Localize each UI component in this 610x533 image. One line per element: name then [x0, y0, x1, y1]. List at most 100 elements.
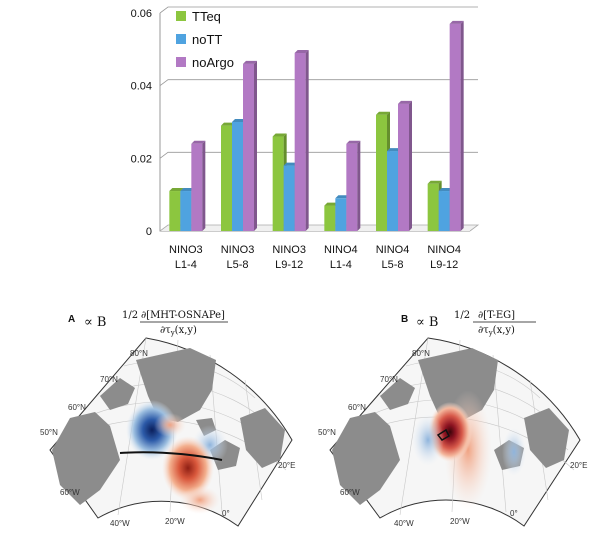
- bar-noargo: [294, 49, 309, 231]
- bar-side: [305, 49, 309, 231]
- bar-front: [438, 191, 450, 231]
- category-label-line2: L5-8: [226, 259, 248, 271]
- bar-top: [427, 180, 442, 184]
- formula-prefix: ∝ B: [84, 315, 106, 330]
- legend-swatch-nott: [176, 34, 186, 44]
- bar-front: [346, 143, 358, 231]
- land-masses: [332, 348, 569, 505]
- bar-top: [272, 133, 287, 137]
- bar-top: [232, 119, 246, 122]
- y-tick-label: 0: [146, 226, 152, 238]
- bar-front: [427, 183, 439, 231]
- formula-exponent: 1/2: [454, 310, 470, 321]
- map-panel-a: A ∝ B 1/2 ∂[MHT-OSNAPe] ∂τy(x,y) 80°N 70…: [40, 310, 295, 528]
- lat-label-70n: 70°N: [100, 375, 118, 384]
- panel-letter: A: [68, 314, 75, 325]
- bar-top: [346, 140, 361, 144]
- bar-front: [191, 143, 203, 231]
- legend: TTeq noTT noArgo: [176, 9, 234, 70]
- lat-label-80n: 80°N: [412, 349, 430, 358]
- bar-front: [324, 205, 336, 231]
- bar-noargo: [398, 100, 412, 231]
- lon-label-40w: 40°W: [110, 519, 130, 528]
- bar-front: [398, 103, 409, 231]
- lon-label-0: 0°: [510, 509, 518, 518]
- bar-front: [221, 125, 232, 231]
- bar-front: [387, 151, 398, 231]
- category-label-line2: L5-8: [381, 259, 403, 271]
- gridline: [159, 79, 478, 86]
- bar-front: [335, 198, 347, 231]
- map-panel-b: B ∝ B 1/2 ∂[T-EG] ∂τy(x,y) 80°N 70°N 60°…: [318, 310, 587, 528]
- bar-noargo: [243, 60, 257, 231]
- bar-top: [283, 162, 298, 166]
- bar-chart: 0 0.02 0.04 0.06 NINO3 L1-4 NINO3 L5-8 NINO3 L9-…: [131, 6, 480, 271]
- category-label-line1: NINO3: [272, 244, 306, 256]
- bar-top: [324, 202, 339, 206]
- bar-top: [191, 140, 206, 144]
- lat-label-50n: 50°N: [318, 428, 336, 437]
- y-tick-label: 0.06: [131, 8, 152, 20]
- bar-front: [232, 122, 243, 231]
- lon-label-0: 0°: [222, 509, 230, 518]
- gridline: [159, 6, 478, 14]
- y-tick-label: 0.02: [131, 153, 152, 165]
- y-tick-labels: 0 0.02 0.04 0.06: [131, 8, 152, 238]
- bar-top: [376, 111, 390, 115]
- category-label-line1: NINO3: [169, 244, 203, 256]
- category-label-line2: L9-12: [275, 259, 303, 271]
- bar-side: [254, 60, 257, 231]
- category-label-line2: L9-12: [430, 259, 458, 271]
- bar-marks: [169, 20, 464, 232]
- legend-swatch-noargo: [176, 57, 186, 67]
- bar-side: [357, 140, 361, 231]
- bar-front: [243, 63, 254, 231]
- formula-numerator: ∂[T-EG]: [478, 310, 515, 321]
- bar-front: [169, 191, 181, 231]
- lat-label-80n: 80°N: [130, 349, 148, 358]
- bar-noargo: [346, 140, 361, 231]
- lon-label-20e: 20°E: [570, 461, 587, 470]
- panel-letter: B: [401, 314, 408, 325]
- lon-label-40w: 40°W: [394, 519, 414, 528]
- sensitivity-red-lobe: [162, 436, 214, 500]
- bar-noargo: [449, 20, 464, 232]
- category-label-line1: NINO4: [324, 244, 358, 256]
- sensitivity-light-blue-2: [502, 428, 526, 476]
- lon-label-60w: 60°W: [60, 488, 80, 497]
- formula-prefix: ∝ B: [416, 315, 438, 330]
- sensitivity-light-blue: [412, 414, 444, 466]
- bar-front: [376, 114, 387, 231]
- bar-top: [221, 122, 235, 126]
- bar-top: [387, 148, 401, 152]
- bar-side: [202, 140, 206, 231]
- legend-swatch-tteq: [176, 11, 186, 21]
- formula-numerator: ∂[MHT-OSNAPe]: [141, 310, 225, 321]
- bar-side: [409, 100, 412, 231]
- bar-top: [243, 60, 257, 64]
- lat-label-60n: 60°N: [348, 403, 366, 412]
- legend-label-noargo: noArgo: [192, 55, 234, 70]
- category-label-line1: NINO3: [221, 244, 255, 256]
- bar-front: [283, 165, 295, 231]
- sensitivity-light-red-2: [180, 486, 220, 514]
- category-label-line1: NINO4: [427, 244, 461, 256]
- lon-label-20e: 20°E: [278, 461, 295, 470]
- category-label-line2: L1-4: [175, 259, 197, 271]
- osnap-section-line: [119, 451, 223, 461]
- category-label-line2: L1-4: [330, 259, 352, 271]
- bar-top: [169, 188, 184, 192]
- legend-label-tteq: TTeq: [192, 9, 221, 24]
- category-labels: NINO3 L1-4 NINO3 L5-8 NINO3 L9-12 NINO4 L1-4 NIN…: [169, 244, 461, 271]
- formula-exponent: 1/2: [122, 310, 138, 321]
- bar-top: [449, 20, 464, 24]
- formula-denominator: ∂τy(x,y): [160, 325, 197, 337]
- bar-top: [180, 188, 195, 192]
- lat-label-50n: 50°N: [40, 428, 58, 437]
- sensitivity-light-red: [154, 413, 186, 437]
- land-masses: [52, 348, 285, 505]
- bar-side: [460, 20, 464, 232]
- bar-front: [272, 136, 284, 231]
- bar-front: [449, 23, 461, 232]
- bar-top: [335, 195, 350, 199]
